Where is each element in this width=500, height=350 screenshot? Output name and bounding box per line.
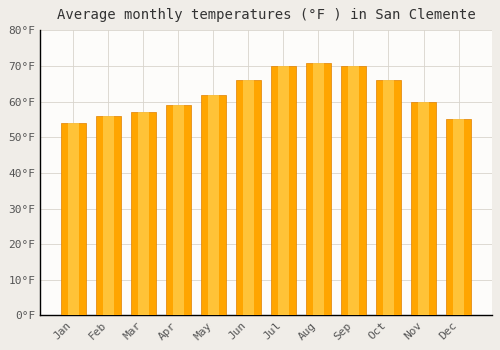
Bar <box>418 102 429 315</box>
Bar <box>201 94 226 315</box>
Bar <box>306 63 331 315</box>
Title: Average monthly temperatures (°F ) in San Clemente: Average monthly temperatures (°F ) in Sa… <box>56 8 476 22</box>
Bar <box>166 105 191 315</box>
Bar <box>172 105 184 315</box>
Bar <box>102 116 114 315</box>
Bar <box>446 119 471 315</box>
Bar <box>138 112 149 315</box>
Bar <box>208 94 219 315</box>
Bar <box>242 80 254 315</box>
Bar <box>313 63 324 315</box>
Bar <box>236 80 261 315</box>
Bar <box>411 102 436 315</box>
Bar <box>348 66 359 315</box>
Bar <box>278 66 289 315</box>
Bar <box>68 123 79 315</box>
Bar <box>376 80 401 315</box>
Bar <box>383 80 394 315</box>
Bar <box>131 112 156 315</box>
Bar <box>453 119 464 315</box>
Bar <box>60 123 86 315</box>
Bar <box>271 66 296 315</box>
Bar <box>341 66 366 315</box>
Bar <box>96 116 121 315</box>
